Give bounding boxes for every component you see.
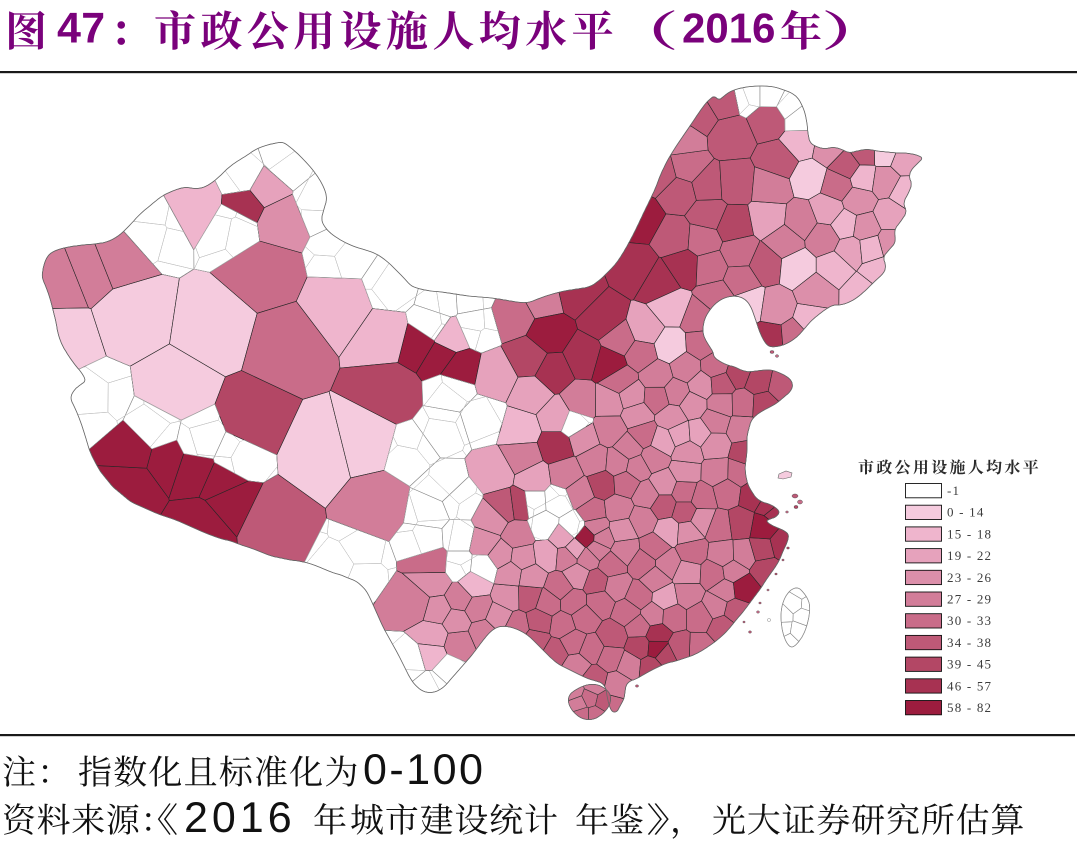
svg-text:58 - 82: 58 - 82	[947, 700, 992, 715]
svg-text:27 - 29: 27 - 29	[947, 592, 992, 607]
svg-text:39 - 45: 39 - 45	[947, 657, 992, 672]
svg-text:34 - 38: 34 - 38	[947, 635, 992, 650]
svg-text:-1: -1	[947, 483, 960, 498]
svg-text:15 - 18: 15 - 18	[947, 526, 992, 541]
svg-text:30 - 33: 30 - 33	[947, 613, 992, 628]
svg-text:23 - 26: 23 - 26	[947, 570, 992, 585]
svg-text:19 - 22: 19 - 22	[947, 548, 992, 563]
svg-text:0 - 14: 0 - 14	[947, 505, 985, 520]
svg-text:46 - 57: 46 - 57	[947, 678, 992, 693]
